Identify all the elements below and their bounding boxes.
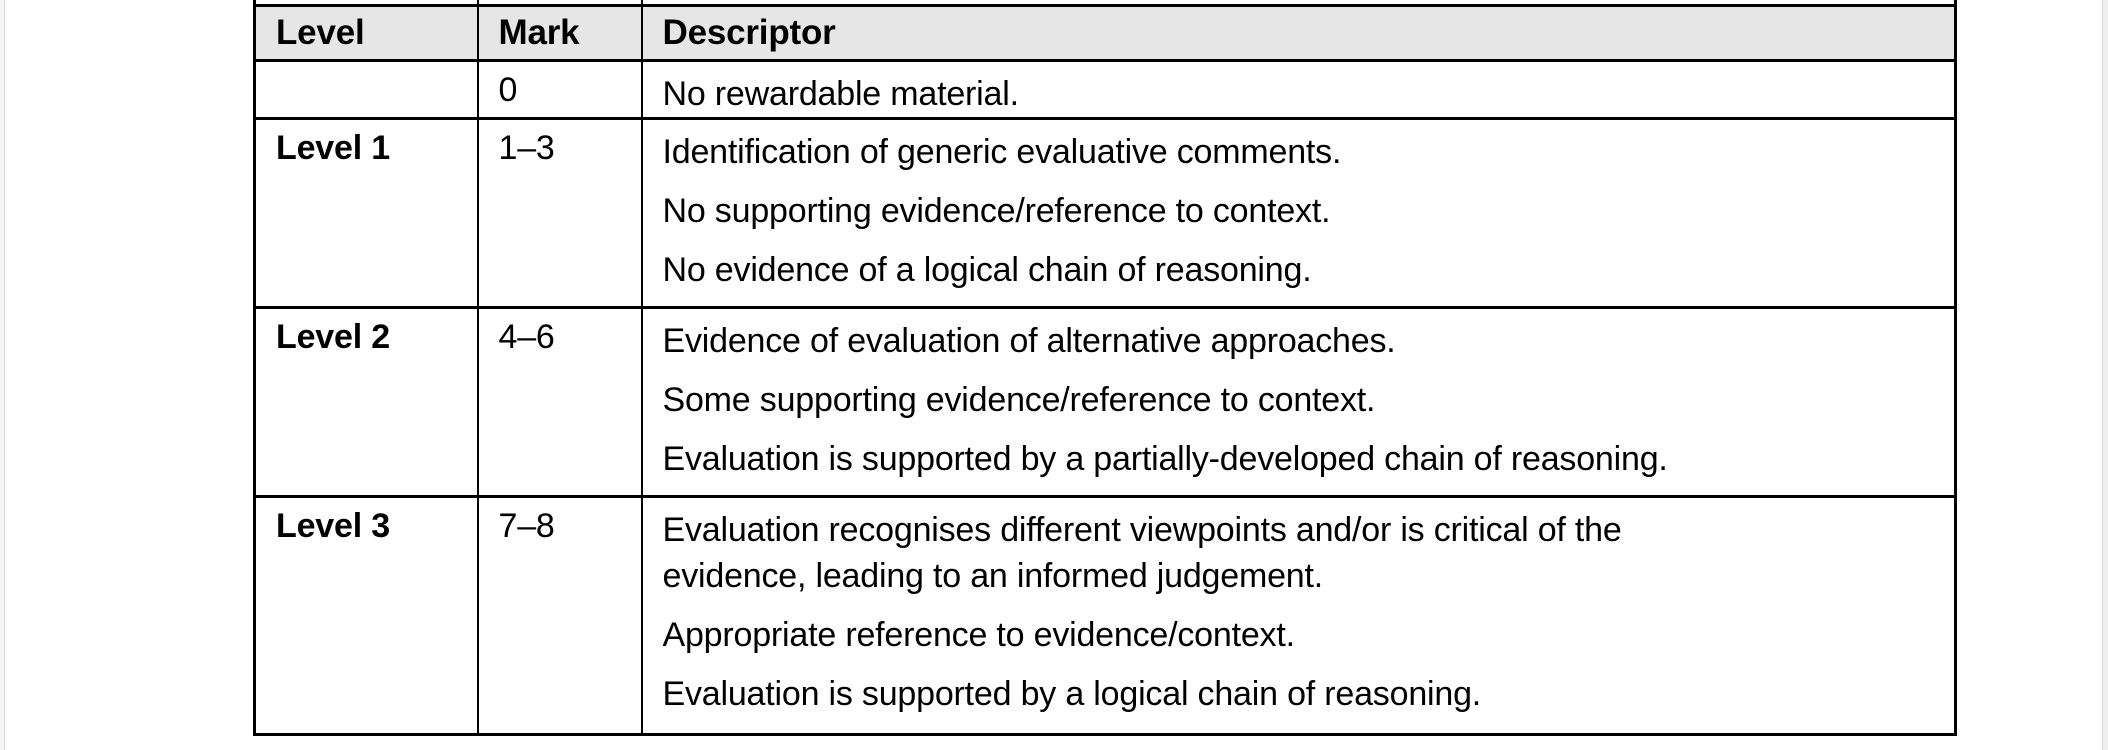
level-cell: Level 1 (253, 117, 479, 309)
descriptor-line: No supporting evidence/reference to cont… (662, 192, 1331, 230)
header-cell-level: Level (253, 4, 479, 62)
descriptor-cell: Evaluation recognises different viewpoin… (640, 495, 1957, 736)
descriptor-line: Evidence of evaluation of alternative ap… (662, 322, 1396, 360)
descriptor-line: No rewardable material. (662, 75, 1020, 113)
mark-scheme-table: Level Mark Descriptor 0 No rewardable ma… (253, 0, 1957, 736)
mark-cell: 0 (476, 59, 643, 120)
descriptor-paragraph: No supporting evidence/reference to cont… (663, 188, 1941, 234)
descriptor-line: Some supporting evidence/reference to co… (662, 381, 1376, 419)
descriptor-line: Identification of generic evaluative com… (662, 133, 1342, 171)
descriptor-paragraph: No evidence of a logical chain of reason… (663, 247, 1941, 293)
descriptor-paragraph: No rewardable material. (663, 71, 1941, 117)
descriptor-line: Appropriate reference to evidence/contex… (662, 616, 1296, 654)
descriptor-paragraph: Evaluation recognises different viewpoin… (663, 507, 1941, 599)
table-header-row: Level Mark Descriptor (253, 4, 1957, 62)
descriptor-line: Evaluation recognises different viewpoin… (662, 511, 1622, 549)
header-cell-descriptor: Descriptor (640, 4, 1957, 62)
descriptor-paragraph: Evaluation is supported by a logical cha… (663, 671, 1941, 717)
page-edge-right (2102, 0, 2108, 750)
descriptor-paragraph: Evaluation is supported by a partially-d… (663, 436, 1941, 482)
mark-cell: 4–6 (476, 306, 643, 498)
page-edge-left (0, 0, 5, 750)
descriptor-line: evidence, leading to an informed judgeme… (662, 557, 1324, 595)
sliver-cell (253, 0, 479, 7)
descriptor-paragraph: Some supporting evidence/reference to co… (663, 377, 1941, 423)
level-cell: Level 3 (253, 495, 479, 736)
descriptor-line: Evaluation is supported by a partially-d… (662, 440, 1668, 478)
previous-row-sliver (253, 0, 1957, 7)
descriptor-paragraph: Identification of generic evaluative com… (663, 129, 1941, 175)
descriptor-cell: No rewardable material. (640, 59, 1957, 120)
descriptor-paragraph: Appropriate reference to evidence/contex… (663, 612, 1941, 658)
mark-cell: 1–3 (476, 117, 643, 309)
mark-cell: 7–8 (476, 495, 643, 736)
descriptor-line: Evaluation is supported by a logical cha… (662, 675, 1482, 713)
descriptor-line: No evidence of a logical chain of reason… (662, 251, 1312, 289)
descriptor-cell: Identification of generic evaluative com… (640, 117, 1957, 309)
table-row-mark-0: 0 No rewardable material. (253, 59, 1957, 120)
descriptor-cell: Evidence of evaluation of alternative ap… (640, 306, 1957, 498)
header-cell-mark: Mark (476, 4, 643, 62)
level-cell (253, 59, 479, 120)
table-row-level-2: Level 2 4–6 Evidence of evaluation of al… (253, 306, 1957, 498)
sliver-cell (640, 0, 1957, 7)
level-cell: Level 2 (253, 306, 479, 498)
table-row-level-3: Level 3 7–8 Evaluation recognises differ… (253, 495, 1957, 736)
table-row-level-1: Level 1 1–3 Identification of generic ev… (253, 117, 1957, 309)
descriptor-paragraph: Evidence of evaluation of alternative ap… (663, 318, 1941, 364)
sliver-cell (476, 0, 643, 7)
